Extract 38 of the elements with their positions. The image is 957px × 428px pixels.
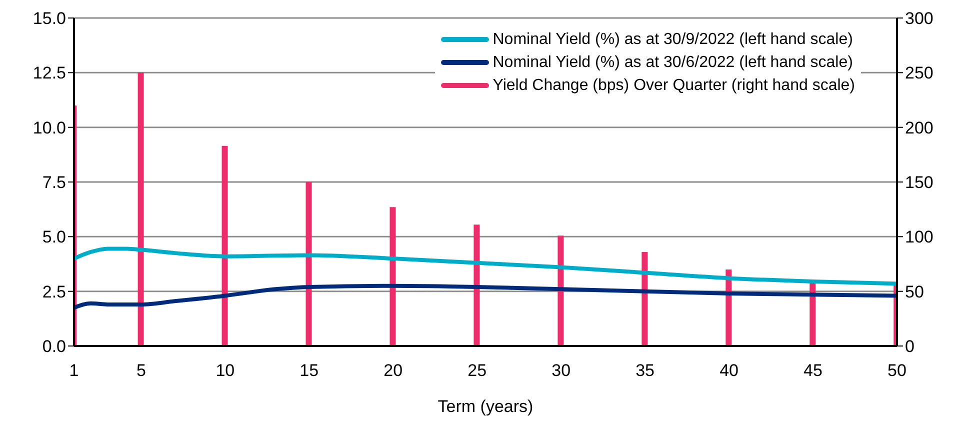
- bar: [642, 252, 648, 346]
- y-tick-label: 12.5: [32, 64, 66, 83]
- bar: [558, 236, 564, 346]
- bar: [390, 207, 396, 346]
- legend-label: Yield Change (bps) Over Quarter (right hand scale): [492, 76, 855, 96]
- x-tick-label: 40: [720, 361, 738, 380]
- y2-tick-label: 100: [905, 228, 934, 247]
- y2-tick-label: 0: [905, 337, 914, 356]
- x-tick-label: 20: [384, 361, 403, 380]
- x-tick-label: 35: [636, 361, 655, 380]
- y-tick-label: 15.0: [32, 9, 66, 28]
- y-tick-label: 10.0: [32, 118, 66, 138]
- y-tick-label: 5.0: [42, 228, 66, 247]
- x-tick-label: 30: [552, 361, 571, 380]
- x-axis-title: Term (years): [438, 397, 534, 416]
- y-tick-label: 0.0: [42, 337, 66, 356]
- y2-tick-label: 250: [905, 64, 934, 83]
- bar: [474, 224, 480, 346]
- x-tick-label: 15: [300, 361, 319, 380]
- x-tick-label: 5: [136, 361, 146, 380]
- y-tick-label: 2.5: [42, 282, 66, 302]
- legend-label: Nominal Yield (%) as at 30/6/2022 (left hand scale): [492, 53, 853, 73]
- y2-tick-label: 300: [905, 9, 934, 28]
- x-tick-label: 25: [468, 361, 487, 380]
- bar: [222, 146, 228, 346]
- bar: [306, 182, 312, 346]
- y2-tick-label: 50: [905, 282, 924, 302]
- y-tick-label: 7.5: [42, 173, 66, 192]
- y2-tick-label: 150: [905, 173, 934, 192]
- x-tick-label: 10: [216, 361, 235, 380]
- legend-label: Nominal Yield (%) as at 30/9/2022 (left hand scale): [492, 30, 853, 50]
- bar: [138, 72, 144, 346]
- y2-tick-label: 200: [905, 118, 934, 138]
- line-series: [74, 284, 897, 310]
- x-tick-label: 1: [69, 361, 79, 380]
- x-tick-label: 45: [804, 361, 822, 380]
- x-tick-label: 50: [888, 361, 906, 380]
- line-series: [74, 246, 897, 286]
